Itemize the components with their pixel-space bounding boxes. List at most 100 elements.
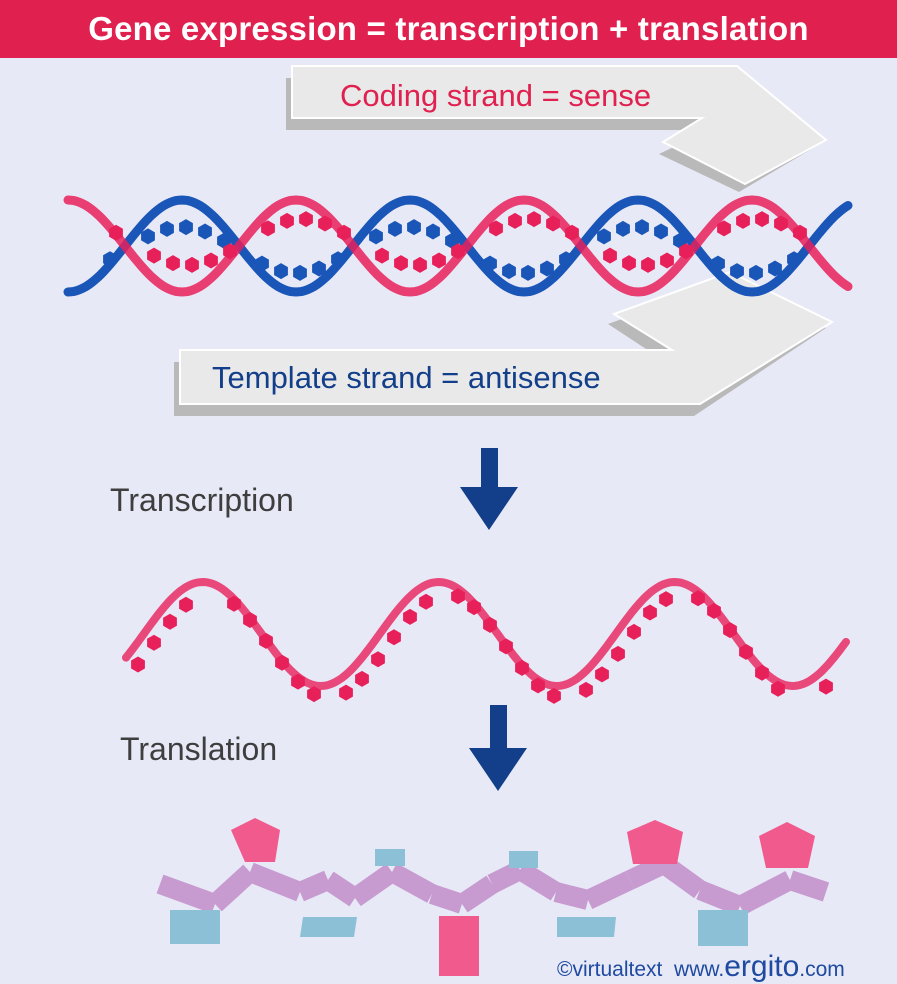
- dna-base-blue: [730, 263, 744, 280]
- dna-base-blue: [255, 255, 269, 272]
- dna-base-pink: [565, 224, 579, 241]
- peptide-bond-segment: [246, 862, 304, 902]
- peptide-backbone: [156, 854, 830, 916]
- mrna-base: [819, 678, 833, 695]
- peptide-bond-segment: [428, 884, 466, 914]
- dna-base-blue: [749, 264, 763, 281]
- dna-base-blue: [483, 255, 497, 272]
- coding-strand-label: Coding strand = sense: [340, 78, 651, 114]
- dna-base-blue: [103, 251, 117, 268]
- mrna-base: [579, 681, 593, 698]
- dna-base-blue: [521, 264, 535, 281]
- dna-base-pink: [280, 212, 294, 229]
- side-chain-rect: [170, 910, 220, 944]
- dna-base-blue: [635, 219, 649, 236]
- peptide-bond-segment: [658, 855, 706, 899]
- mrna-base: [131, 656, 145, 673]
- dna-base-blue: [654, 223, 668, 240]
- mrna-base: [419, 593, 433, 610]
- mrna-base: [291, 673, 305, 690]
- dna-base-blue: [426, 223, 440, 240]
- dna-bases: [103, 211, 807, 281]
- side-chain-rect: [698, 910, 748, 946]
- mrna-backbone: [122, 577, 850, 691]
- dna-base-pink: [109, 224, 123, 241]
- side-chain-pentagon: [759, 822, 815, 868]
- dna-base-blue: [502, 263, 516, 280]
- mrna-base: [227, 595, 241, 612]
- polypeptide-chain: [156, 818, 830, 976]
- transcription-label: Transcription: [110, 482, 294, 518]
- copyright-text: ©virtualtext: [557, 958, 663, 981]
- dna-base-pink: [546, 215, 560, 232]
- peptide-bond-segment: [553, 882, 591, 910]
- side-chain-pentagon: [627, 820, 683, 864]
- mrna-base: [755, 664, 769, 681]
- peptide-bond-segment: [322, 871, 361, 907]
- mrna-base: [595, 666, 609, 683]
- coding-strand-text: Coding strand = sense: [340, 78, 652, 113]
- dna-base-blue: [711, 255, 725, 272]
- mrna-base: [467, 599, 481, 616]
- mrna-base: [147, 634, 161, 651]
- dna-base-pink: [204, 252, 218, 269]
- dna-double-helix: [63, 195, 853, 297]
- page-title: Gene expression = transcription + transl…: [88, 10, 809, 47]
- template-strand-text: Template strand = antisense: [212, 360, 601, 395]
- dna-base-pink: [603, 247, 617, 264]
- side-chain-trapezoid: [300, 917, 357, 937]
- side-chain-rect: [375, 849, 405, 866]
- credit-line: ©virtualtext www.ergito.com: [557, 950, 845, 984]
- translation-label: Translation: [120, 731, 278, 767]
- dna-base-pink: [622, 255, 636, 272]
- peptide-bond-segment: [735, 871, 795, 915]
- mrna-base: [163, 613, 177, 630]
- mrna-base: [179, 596, 193, 613]
- dna-base-blue: [274, 263, 288, 280]
- peptide-bond-segment: [156, 874, 219, 914]
- template-strand-label: Template strand = antisense: [212, 360, 601, 396]
- dna-base-blue: [407, 219, 421, 236]
- url-suffix: .com: [799, 958, 845, 981]
- dna-base-pink: [774, 215, 788, 232]
- dna-base-pink: [318, 215, 332, 232]
- side-chain-rect: [509, 851, 538, 868]
- peptide-bond-segment: [296, 870, 332, 902]
- peptide-bond-segment: [583, 870, 635, 910]
- dna-base-pink: [793, 224, 807, 241]
- dna-base-blue: [312, 260, 326, 277]
- url-prefix: www.: [674, 958, 725, 981]
- dna-base-blue: [540, 260, 554, 277]
- coding-strand-callout: [286, 65, 828, 192]
- mrna-base: [643, 604, 657, 621]
- dna-base-pink: [660, 252, 674, 269]
- dna-base-blue: [787, 251, 801, 268]
- dna-base-blue: [559, 251, 573, 268]
- dna-base-pink: [755, 211, 769, 228]
- peptide-bond-segment: [456, 875, 498, 913]
- side-chain-pentagon: [231, 818, 280, 862]
- peptide-bond-segment: [349, 863, 398, 907]
- transcription-arrow: [460, 448, 518, 530]
- website-link[interactable]: www.ergito.com: [668, 950, 845, 983]
- mrna-base: [339, 684, 353, 701]
- translation-arrow: [469, 705, 527, 791]
- dna-base-blue: [179, 219, 193, 236]
- dna-base-blue: [160, 220, 174, 237]
- dna-base-blue: [388, 220, 402, 237]
- dna-base-pink: [261, 220, 275, 237]
- mrna-base: [547, 687, 561, 704]
- title-banner: Gene expression = transcription + transl…: [0, 0, 897, 58]
- dna-base-pink: [508, 212, 522, 229]
- dna-base-blue: [369, 228, 383, 245]
- mrna-base: [531, 677, 545, 694]
- mrna-base: [627, 623, 641, 640]
- peptide-bond-segment: [786, 870, 830, 902]
- dna-base-blue: [597, 228, 611, 245]
- mrna-base: [499, 638, 513, 655]
- dna-base-blue: [616, 220, 630, 237]
- dna-base-pink: [736, 212, 750, 229]
- dna-base-pink: [489, 220, 503, 237]
- mrna-base: [659, 591, 673, 608]
